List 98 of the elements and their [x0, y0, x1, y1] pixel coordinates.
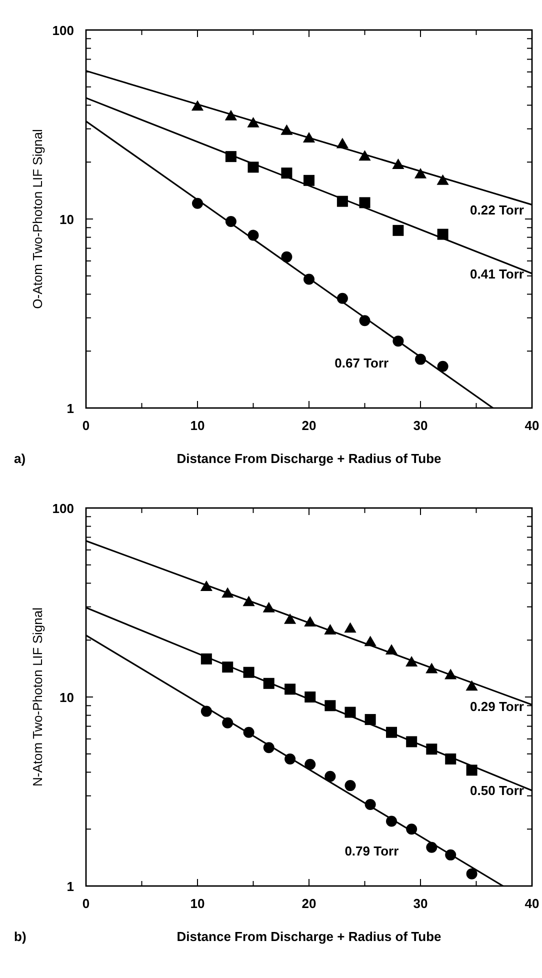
point — [304, 758, 316, 770]
point — [281, 251, 292, 262]
point — [466, 868, 478, 880]
point — [406, 736, 418, 748]
point — [222, 662, 234, 673]
point — [414, 168, 427, 178]
point — [466, 680, 478, 691]
point — [222, 587, 234, 598]
point — [200, 580, 212, 591]
point — [324, 624, 336, 634]
point — [243, 726, 254, 738]
point — [358, 150, 371, 161]
point — [191, 100, 204, 111]
point — [263, 742, 274, 754]
x-tick-label: 20 — [302, 418, 316, 433]
point — [386, 726, 398, 738]
point — [392, 336, 404, 347]
point — [406, 824, 418, 835]
x-tick-label: 30 — [413, 418, 428, 433]
x-tick-label: 40 — [524, 418, 540, 433]
point — [336, 196, 348, 207]
point — [444, 668, 457, 680]
series-label: 0.22 Torr — [470, 202, 524, 218]
x-tick-label: 30 — [413, 896, 428, 911]
point — [304, 616, 316, 627]
point — [445, 849, 456, 860]
point — [344, 780, 356, 792]
point — [426, 744, 438, 755]
point — [222, 717, 234, 728]
point — [302, 132, 316, 142]
x-tick-label: 10 — [190, 896, 205, 911]
point — [415, 354, 426, 365]
y-tick-label: 1 — [66, 401, 74, 416]
text: b) — [14, 929, 26, 944]
point — [284, 684, 296, 695]
point — [426, 662, 438, 674]
point — [304, 692, 316, 702]
point — [224, 110, 237, 120]
point — [280, 124, 293, 135]
legend-label: 0.29 Torr — [470, 699, 524, 714]
x-axis-title: Distance From Discharge + Radius of Tube — [176, 929, 442, 944]
point — [364, 714, 376, 726]
point — [437, 228, 448, 240]
x-tick-label: 40 — [524, 896, 540, 911]
text: a) — [14, 451, 26, 466]
point — [364, 636, 376, 646]
point — [192, 198, 203, 209]
point — [248, 230, 259, 241]
point — [200, 706, 212, 717]
point — [324, 770, 336, 782]
y-tick-label: 100 — [52, 23, 74, 38]
point — [385, 644, 398, 655]
point — [359, 315, 370, 326]
series-label: 0.67 Torr — [334, 355, 389, 370]
y-tick-label: 10 — [60, 212, 74, 227]
point — [359, 197, 370, 208]
point — [392, 158, 404, 170]
point — [248, 162, 259, 173]
point — [437, 360, 448, 372]
x-tick-label: 0 — [82, 896, 90, 911]
point — [392, 224, 404, 236]
point — [344, 622, 356, 633]
point — [344, 706, 356, 718]
legend-label: 0.41 Torr — [470, 266, 524, 282]
series-label: 0.79 Torr — [344, 844, 399, 859]
point — [336, 138, 348, 148]
point — [426, 842, 438, 853]
x-axis-title: Distance From Discharge + Radius of Tube — [176, 451, 442, 466]
y-tick-label: 100 — [52, 501, 74, 516]
y-axis-title: O-Atom Two-Photon LIF Signal — [30, 129, 45, 309]
x-tick-label: 20 — [302, 896, 316, 911]
legend-label: 0.50 Torr — [470, 782, 524, 798]
point — [284, 613, 296, 624]
point — [247, 116, 260, 128]
point — [242, 596, 255, 606]
x-tick-label: 10 — [190, 418, 205, 433]
point — [225, 216, 236, 227]
point — [243, 666, 254, 678]
point — [304, 174, 314, 186]
point — [281, 168, 292, 179]
point — [225, 151, 236, 162]
point — [436, 174, 449, 185]
point — [284, 753, 296, 764]
point — [263, 678, 274, 689]
x-tick-label: 0 — [82, 418, 90, 433]
point — [200, 653, 212, 664]
point — [304, 274, 314, 285]
point — [324, 700, 336, 712]
point — [386, 816, 398, 827]
y-tick-label: 10 — [60, 690, 74, 705]
point — [336, 292, 348, 304]
y-tick-label: 1 — [66, 879, 74, 894]
y-axis-title: N-Atom Two-Photon LIF Signal — [30, 607, 45, 786]
point — [364, 798, 376, 810]
point — [406, 656, 418, 666]
point — [445, 753, 456, 764]
point — [262, 602, 275, 612]
point — [466, 764, 478, 776]
